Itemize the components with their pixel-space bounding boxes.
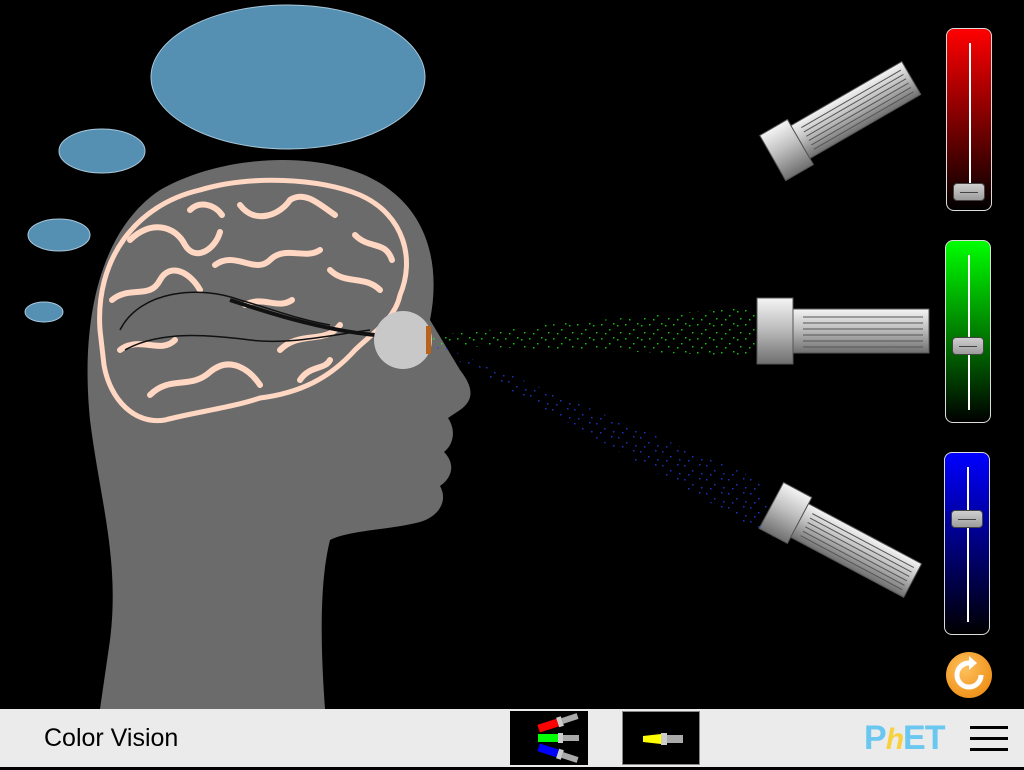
eye <box>374 311 432 369</box>
navigation-bar: Color Vision PhET <box>0 709 1024 767</box>
blue-slider-thumb[interactable] <box>951 510 983 528</box>
screen-button-single-bulb[interactable] <box>622 711 700 765</box>
blue-flashlight-icon <box>758 481 923 599</box>
thought-bubble-tiny <box>24 301 64 323</box>
yellow-flashlight-icon <box>643 733 683 745</box>
red-slider-thumb[interactable] <box>953 183 985 201</box>
red-slider-track <box>969 43 971 198</box>
thought-bubbles <box>24 4 426 323</box>
reset-all-button[interactable] <box>946 652 992 698</box>
sim-title: Color Vision <box>44 724 179 752</box>
green-light-beam <box>432 306 756 356</box>
rgb-flashlights-icon <box>537 713 579 763</box>
thought-bubble-small <box>27 218 91 252</box>
green-slider-track <box>968 255 970 410</box>
screen-button-rgb-bulbs[interactable] <box>510 711 588 765</box>
green-intensity-slider[interactable] <box>945 240 991 423</box>
green-flashlight-icon <box>756 297 930 365</box>
scene <box>24 4 930 709</box>
brain <box>97 177 409 424</box>
red-intensity-slider[interactable] <box>946 28 992 211</box>
blue-light-beam <box>432 342 776 540</box>
green-slider-thumb[interactable] <box>952 337 984 355</box>
reset-all-icon <box>954 656 984 690</box>
sim-play-area <box>24 4 992 709</box>
phet-logo[interactable]: PhET <box>864 719 945 757</box>
thought-bubble-large <box>150 4 426 150</box>
thought-bubble-medium <box>58 128 146 174</box>
blue-slider-track <box>967 467 969 622</box>
blue-intensity-slider[interactable] <box>944 452 990 635</box>
red-flashlight-icon <box>759 60 922 182</box>
hamburger-menu-icon[interactable] <box>970 726 1008 752</box>
